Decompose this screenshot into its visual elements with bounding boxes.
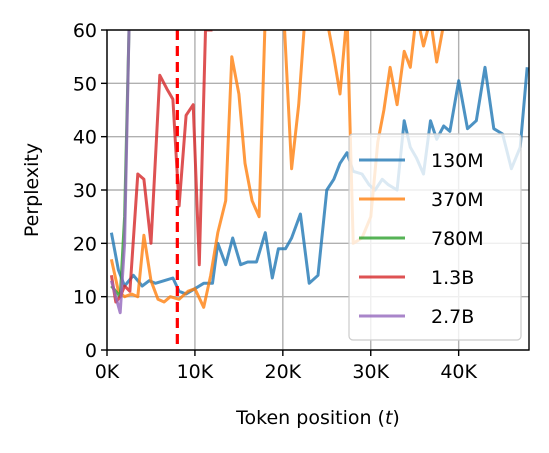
y-axis-title: Perplexity — [21, 143, 43, 237]
legend-box — [348, 133, 522, 341]
legend-label: 370M — [431, 189, 484, 211]
series-lines — [109, 30, 529, 315]
legend-label: 780M — [431, 228, 484, 250]
x-axis-title: Token position (t) — [235, 407, 400, 429]
axis-ticks: 0K 10K 20K 30K 40K 0 10 20 30 40 50 60 — [73, 20, 478, 383]
legend: 130M 370M 780M 1.3B 2.7B — [348, 133, 522, 341]
legend-label: 1.3B — [431, 267, 474, 289]
legend-label: 130M — [431, 150, 484, 172]
y-tick-label: 20 — [73, 233, 97, 255]
series-line-2-7b — [109, 30, 131, 315]
x-tick-label: 0K — [95, 361, 120, 383]
series-line-370m — [109, 30, 445, 309]
y-tick-label: 40 — [73, 127, 97, 149]
x-tick-label: 30K — [352, 361, 389, 383]
series-line-130m — [109, 65, 529, 296]
y-tick-label: 30 — [73, 180, 97, 202]
x-tick-label: 40K — [440, 361, 477, 383]
y-tick-label: 10 — [73, 287, 97, 309]
x-tick-label: 20K — [265, 361, 302, 383]
y-tick-label: 0 — [85, 340, 97, 362]
legend-label: 2.7B — [431, 306, 474, 328]
x-tick-label: 10K — [177, 361, 214, 383]
y-tick-label: 60 — [73, 20, 97, 42]
y-tick-label: 50 — [73, 73, 97, 95]
